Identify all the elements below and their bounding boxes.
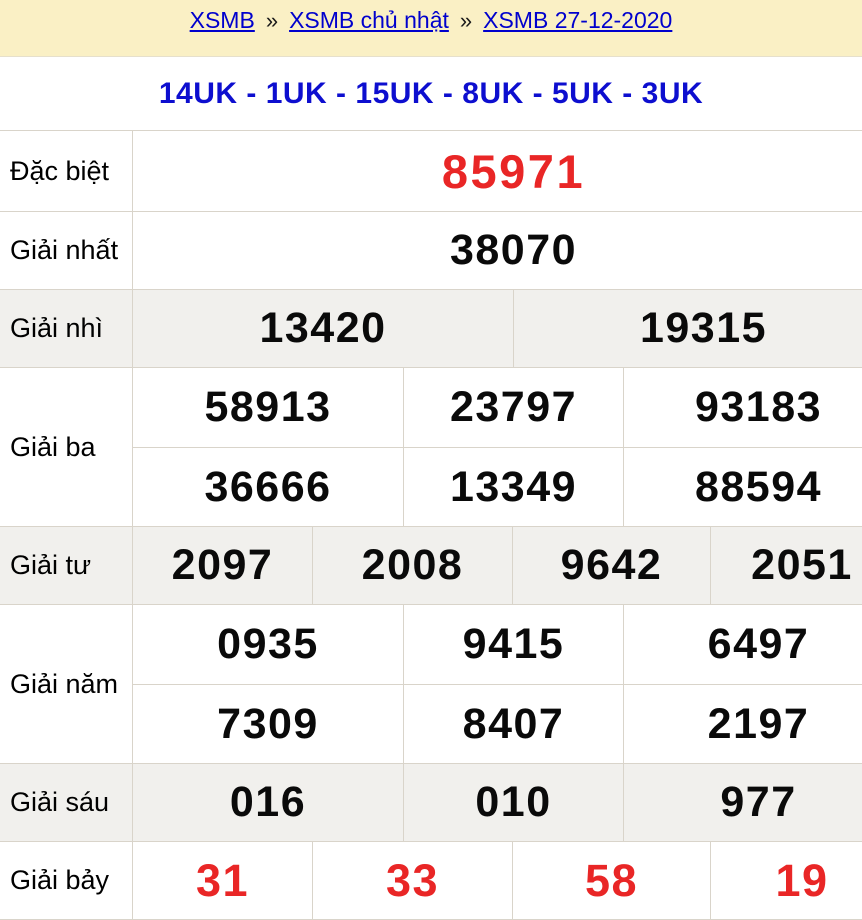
prize-value-line: 31 33 58 19 (133, 842, 862, 919)
prize-value-line: 85971 (133, 131, 862, 211)
prize-number: 010 (403, 764, 623, 841)
prize-number: 8407 (403, 684, 623, 763)
prize-number: 13349 (403, 447, 623, 526)
loto-code[interactable]: 15UK (355, 76, 435, 110)
prize-number: 23797 (403, 368, 623, 447)
prize-number: 31 (195, 854, 250, 906)
prize-value-line: 38070 (133, 212, 862, 289)
prize-row: Giải ba 58913 23797 93183 36666 13349 88594 (0, 368, 862, 527)
breadcrumb: XSMB » XSMB chủ nhật » XSMB 27-12-2020 (0, 0, 862, 57)
prize-number: 016 (229, 778, 307, 826)
prize-row: Giải nhất 38070 (0, 212, 862, 290)
breadcrumb-link-xsmb-date[interactable]: XSMB 27-12-2020 (483, 7, 673, 33)
prize-number: 6497 (623, 605, 862, 684)
prize-row: Đặc biệt 85971 (0, 131, 862, 212)
prize-row: Giải bảy 31 33 58 19 (0, 842, 862, 920)
prize-value-line: 7309 8407 2197 (133, 684, 862, 763)
prize-number: 38070 (449, 226, 578, 274)
loto-code-separator: - (613, 76, 642, 110)
prize-row: Giải nhì 13420 19315 (0, 290, 862, 368)
prize-number: 93183 (623, 368, 862, 447)
prize-label: Giải ba (0, 368, 133, 526)
prize-number: 19 (710, 842, 862, 919)
prize-number: 9415 (403, 605, 623, 684)
prize-row: Giải năm 0935 9415 6497 7309 8407 2197 (0, 605, 862, 764)
prize-label: Đặc biệt (0, 131, 133, 211)
loto-code[interactable]: 1UK (265, 76, 328, 110)
loto-codes-line: 14UK - 1UK - 15UK - 8UK - 5UK - 3UK (0, 57, 862, 130)
prize-number: 58913 (204, 383, 332, 431)
prize-number: 85971 (441, 144, 586, 198)
breadcrumb-separator: » (265, 8, 279, 33)
breadcrumb-link-xsmb-sunday[interactable]: XSMB chủ nhật (289, 7, 449, 33)
prize-values: 0935 9415 6497 7309 8407 2197 (133, 605, 862, 763)
prize-values: 85971 (133, 131, 862, 211)
prize-number: 36666 (133, 447, 403, 526)
prize-number: 2051 (710, 527, 862, 604)
prize-value-line: 58913 23797 93183 (133, 368, 862, 447)
prize-value-line: 36666 13349 88594 (133, 447, 862, 526)
prize-number: 9642 (512, 527, 710, 604)
loto-code-separator: - (237, 76, 266, 110)
prize-number: 2008 (312, 527, 512, 604)
loto-code-separator: - (327, 76, 356, 110)
prize-value-line: 13420 19315 (133, 290, 862, 367)
prize-value-line: 2097 2008 9642 2051 (133, 527, 862, 604)
prize-label: Giải nhất (0, 212, 133, 289)
prize-values: 58913 23797 93183 36666 13349 88594 (133, 368, 862, 526)
prize-row: Giải tư 2097 2008 9642 2051 (0, 527, 862, 605)
prize-number: 19315 (513, 290, 862, 367)
prize-values: 38070 (133, 212, 862, 289)
prize-number: 58 (512, 842, 710, 919)
prize-number: 7309 (133, 684, 403, 763)
breadcrumb-link-xsmb[interactable]: XSMB (189, 7, 255, 33)
prize-values: 13420 19315 (133, 290, 862, 367)
prize-values: 2097 2008 9642 2051 (133, 527, 862, 604)
loto-code[interactable]: 5UK (551, 76, 614, 110)
prize-values: 016 010 977 (133, 764, 862, 841)
prize-label: Giải sáu (0, 764, 133, 841)
loto-code[interactable]: 14UK (158, 76, 238, 110)
loto-code[interactable]: 3UK (641, 76, 704, 110)
loto-code[interactable]: 8UK (462, 76, 524, 110)
prize-number: 88594 (623, 447, 862, 526)
prize-value-line: 016 010 977 (133, 764, 862, 841)
prize-number: 2197 (623, 684, 862, 763)
prize-value-line: 0935 9415 6497 (133, 605, 862, 684)
prize-number: 2097 (171, 541, 274, 589)
prize-number: 0935 (217, 620, 319, 668)
prize-number: 977 (623, 764, 862, 841)
prize-row: Giải sáu 016 010 977 (0, 764, 862, 842)
prize-label: Giải năm (0, 605, 133, 763)
breadcrumb-separator: » (459, 8, 473, 33)
prize-values: 31 33 58 19 (133, 842, 862, 919)
prize-number: 33 (312, 842, 512, 919)
prize-label: Giải bảy (0, 842, 133, 919)
prize-label: Giải tư (0, 527, 133, 604)
prize-label: Giải nhì (0, 290, 133, 367)
prize-number: 13420 (259, 304, 387, 352)
loto-code-separator: - (523, 76, 552, 110)
loto-code-separator: - (434, 76, 463, 110)
results-table: Đặc biệt 85971 Giải nhất 38070 Giải nhì 13420… (0, 130, 862, 920)
